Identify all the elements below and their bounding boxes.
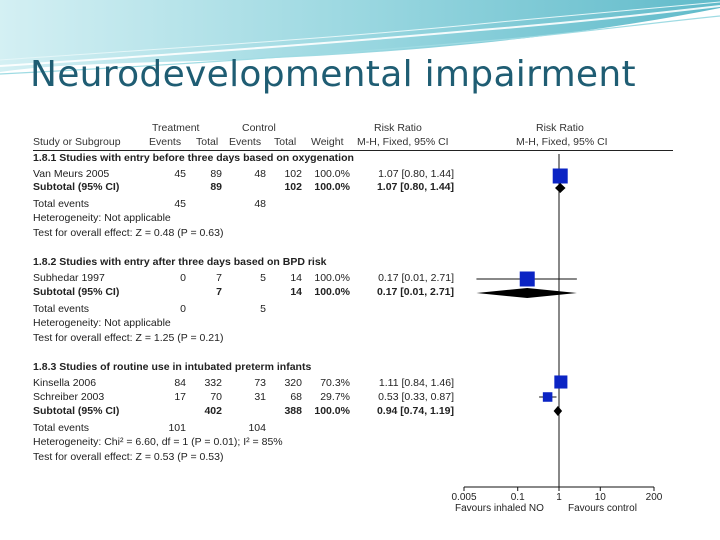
header-control: Control bbox=[242, 122, 276, 134]
subtotal-label: Subtotal (95% CI) bbox=[33, 405, 120, 417]
study-point bbox=[542, 392, 553, 402]
header-treatment: Treatment bbox=[152, 122, 200, 134]
slide-title: Neurodevelopmental impairment bbox=[30, 54, 636, 95]
study-events-control: 5 bbox=[260, 272, 266, 284]
study-ci: 0.17 [0.01, 2.71] bbox=[378, 272, 454, 284]
study-events-treatment: 84 bbox=[174, 377, 186, 389]
total-events-control: 104 bbox=[248, 422, 266, 434]
study-ci: 1.11 [0.84, 1.46] bbox=[378, 377, 454, 389]
overall-effect-text: Test for overall effect: Z = 0.48 (P = 0… bbox=[33, 227, 224, 239]
header-events-treatment: Events bbox=[149, 136, 182, 148]
subtotal-label: Subtotal (95% CI) bbox=[33, 181, 120, 193]
total-events-treatment: 101 bbox=[168, 422, 186, 434]
total-events-label: Total events bbox=[33, 198, 90, 210]
group-heading-3: 1.8.3 Studies of routine use in intubate… bbox=[33, 361, 312, 373]
header-rule bbox=[33, 150, 673, 151]
study-events-control: 31 bbox=[254, 391, 266, 403]
total-events-treatment: 0 bbox=[180, 303, 186, 315]
study-weight: 100.0% bbox=[314, 272, 350, 284]
x-tick-label: 0.1 bbox=[511, 492, 525, 503]
total-events-control: 48 bbox=[254, 198, 266, 210]
subtotal-diamond bbox=[553, 406, 563, 416]
subtotal-total-treatment: 402 bbox=[204, 405, 222, 417]
x-tick-label: 1 bbox=[556, 492, 562, 503]
study-total-treatment: 89 bbox=[210, 168, 222, 180]
total-events-treatment: 45 bbox=[174, 198, 186, 210]
group-heading-2: 1.8.2 Studies with entry after three day… bbox=[33, 256, 327, 268]
forest-plot-panel: Treatment Control Risk Ratio Risk Ratio … bbox=[24, 117, 710, 522]
study-ci: 0.53 [0.33, 0.87] bbox=[378, 391, 454, 403]
x-tick-label: 200 bbox=[646, 492, 663, 503]
study-name: Kinsella 2006 bbox=[33, 377, 97, 389]
forest-plot: 0.005 0.1 1 10 200 bbox=[451, 154, 663, 503]
header-risk-ratio-right: Risk Ratio bbox=[536, 122, 584, 134]
total-events-control: 5 bbox=[260, 303, 266, 315]
study-point bbox=[552, 168, 568, 184]
header-risk-ratio-left: Risk Ratio bbox=[374, 122, 422, 134]
study-total-treatment: 7 bbox=[216, 272, 222, 284]
subtotal-ci: 0.17 [0.01, 2.71] bbox=[376, 286, 454, 298]
study-point bbox=[519, 271, 535, 287]
header-total-treatment: Total bbox=[196, 136, 219, 148]
study-ci: 1.07 [0.80, 1.44] bbox=[378, 168, 454, 180]
study-total-control: 68 bbox=[290, 391, 302, 403]
study-events-treatment: 0 bbox=[180, 272, 186, 284]
overall-effect-text: Test for overall effect: Z = 0.53 (P = 0… bbox=[33, 451, 224, 463]
study-events-treatment: 17 bbox=[174, 391, 186, 403]
heterogeneity-text: Heterogeneity: Chi² = 6.60, df = 1 (P = … bbox=[33, 436, 283, 448]
subtotal-total-control: 14 bbox=[290, 286, 302, 298]
study-total-control: 102 bbox=[284, 168, 302, 180]
study-weight: 100.0% bbox=[314, 168, 350, 180]
subtotal-total-treatment: 7 bbox=[216, 286, 222, 298]
total-events-label: Total events bbox=[33, 422, 90, 434]
subtotal-label: Subtotal (95% CI) bbox=[33, 286, 120, 298]
subtotal-weight: 100.0% bbox=[314, 405, 350, 417]
study-name: Subhedar 1997 bbox=[33, 272, 105, 284]
header-weight: Weight bbox=[311, 136, 344, 148]
study-weight: 29.7% bbox=[320, 391, 350, 403]
x-tick-label: 0.005 bbox=[451, 492, 476, 503]
subtotal-ci: 1.07 [0.80, 1.44] bbox=[376, 181, 454, 193]
subtotal-total-control: 102 bbox=[284, 181, 302, 193]
subtotal-weight: 100.0% bbox=[314, 286, 350, 298]
study-total-control: 14 bbox=[290, 272, 302, 284]
header-study: Study or Subgroup bbox=[33, 136, 121, 148]
subtotal-weight: 100.0% bbox=[314, 181, 350, 193]
total-events-label: Total events bbox=[33, 303, 90, 315]
overall-effect-text: Test for overall effect: Z = 1.25 (P = 0… bbox=[33, 332, 224, 344]
study-events-control: 73 bbox=[254, 377, 266, 389]
study-events-control: 48 bbox=[254, 168, 266, 180]
group-heading-1: 1.8.1 Studies with entry before three da… bbox=[33, 152, 354, 164]
study-point bbox=[554, 375, 568, 389]
header-method-left: M-H, Fixed, 95% CI bbox=[357, 136, 449, 148]
subtotal-total-treatment: 89 bbox=[210, 181, 222, 193]
favours-inhaled-no-label: Favours inhaled NO bbox=[455, 503, 544, 514]
study-total-control: 320 bbox=[284, 377, 302, 389]
favours-control-label: Favours control bbox=[568, 503, 637, 514]
study-weight: 70.3% bbox=[320, 377, 350, 389]
subtotal-diamond bbox=[476, 288, 577, 298]
x-tick-label: 10 bbox=[595, 492, 607, 503]
study-name: Van Meurs 2005 bbox=[33, 168, 110, 180]
heterogeneity-text: Heterogeneity: Not applicable bbox=[33, 317, 171, 329]
subtotal-diamond bbox=[554, 183, 566, 193]
header-method-right: M-H, Fixed, 95% CI bbox=[516, 136, 608, 148]
subtotal-ci: 0.94 [0.74, 1.19] bbox=[376, 405, 454, 417]
study-events-treatment: 45 bbox=[174, 168, 186, 180]
study-total-treatment: 332 bbox=[204, 377, 222, 389]
study-total-treatment: 70 bbox=[210, 391, 222, 403]
header-total-control: Total bbox=[274, 136, 297, 148]
header-events-control: Events bbox=[229, 136, 262, 148]
title-wave-decoration bbox=[0, 0, 720, 75]
study-name: Schreiber 2003 bbox=[33, 391, 105, 403]
subtotal-total-control: 388 bbox=[284, 405, 302, 417]
heterogeneity-text: Heterogeneity: Not applicable bbox=[33, 212, 171, 224]
